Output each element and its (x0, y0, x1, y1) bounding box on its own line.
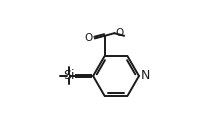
Text: O: O (85, 33, 93, 43)
Text: Si: Si (63, 69, 75, 83)
Text: O: O (115, 28, 123, 38)
Text: N: N (141, 69, 150, 83)
